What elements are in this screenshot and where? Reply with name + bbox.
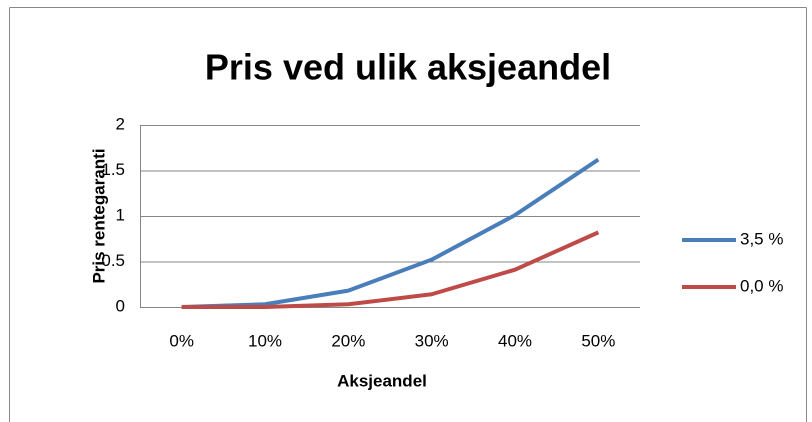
x-axis-label: Aksjeandel <box>337 371 427 390</box>
y-tick-label: 0.5 <box>101 251 125 270</box>
x-tick-label: 50% <box>581 331 615 350</box>
x-tick-label: 40% <box>498 331 532 350</box>
legend-label: 3,5 % <box>740 229 783 248</box>
series-line <box>181 157 600 309</box>
y-tick-label: 1.5 <box>101 160 125 179</box>
legend-label: 0,0 % <box>740 276 783 295</box>
y-tick-label: 1 <box>116 205 125 224</box>
chart-title: Pris ved ulik aksjeandel <box>205 47 611 88</box>
y-tick-label: 0 <box>116 296 125 315</box>
x-tick-label: 20% <box>331 331 365 350</box>
y-tick-label: 2 <box>116 114 125 133</box>
x-tick-label: 10% <box>248 331 282 350</box>
y-axis-label: Pris rentegaranti <box>89 148 108 283</box>
x-tick-label: 0% <box>169 331 194 350</box>
x-tick-label: 30% <box>415 331 449 350</box>
series-line <box>181 230 600 309</box>
